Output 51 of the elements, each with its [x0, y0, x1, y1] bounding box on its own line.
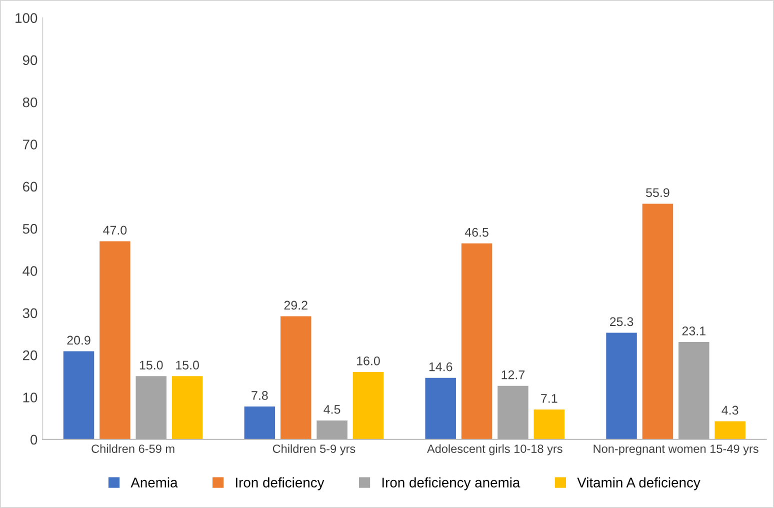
bar [498, 386, 528, 440]
y-tick-label: 30 [22, 308, 38, 318]
y-tick-label: 40 [22, 266, 38, 276]
bar [280, 316, 312, 440]
data-label: 14.6 [429, 362, 452, 372]
x-tick-label: Adolescent girls 10-18 yrs [426, 444, 562, 456]
bar [461, 243, 492, 440]
data-label: 7.8 [252, 391, 268, 400]
data-label: 29.2 [284, 300, 308, 310]
bar [172, 376, 203, 440]
y-tick-label: 90 [22, 55, 38, 66]
bar [100, 241, 130, 440]
y-tick-label: 50 [22, 224, 38, 234]
bar [316, 420, 348, 440]
y-tick-label: 0 [30, 434, 38, 445]
data-label: 55.9 [646, 188, 670, 198]
legend-label: Iron deficiency anemia [382, 477, 520, 490]
bar [136, 376, 166, 440]
legend-label: Vitamin A deficiency [577, 477, 700, 490]
legend-label: Iron deficiency [236, 477, 324, 490]
data-label: 16.0 [357, 356, 380, 366]
bar [244, 406, 276, 440]
data-label: 7.1 [541, 394, 558, 403]
bar [425, 378, 456, 440]
bar [534, 409, 565, 440]
y-tick-label: 70 [22, 140, 38, 150]
x-tick-label: Non-pregnant women 15-49 yrs [594, 444, 758, 456]
bar [678, 342, 710, 440]
data-label: 15.0 [140, 360, 163, 370]
bar [606, 332, 637, 440]
bar [714, 421, 746, 440]
bar [63, 351, 94, 440]
data-label: 4.3 [722, 406, 738, 415]
data-label: 47.0 [103, 226, 127, 235]
data-label: 4.5 [324, 405, 340, 414]
data-label: 25.3 [610, 317, 634, 326]
data-label: 12.7 [502, 370, 525, 380]
data-label: 15.0 [176, 360, 199, 370]
y-tick-label: 10 [23, 392, 38, 402]
y-tick-label: 100 [16, 13, 38, 23]
x-tick-label: Children 6-59 m [92, 444, 174, 453]
y-tick-label: 20 [22, 350, 38, 360]
legend-label: Anemia [130, 477, 178, 488]
bar [352, 372, 384, 440]
data-label: 20.9 [67, 336, 90, 345]
x-tick-label: Children 5-9 yrs [272, 444, 356, 456]
bar [642, 204, 674, 440]
y-tick-label: 80 [22, 97, 38, 108]
y-tick-label: 60 [22, 182, 38, 192]
data-label: 46.5 [464, 228, 488, 237]
data-label: 23.1 [682, 326, 706, 336]
